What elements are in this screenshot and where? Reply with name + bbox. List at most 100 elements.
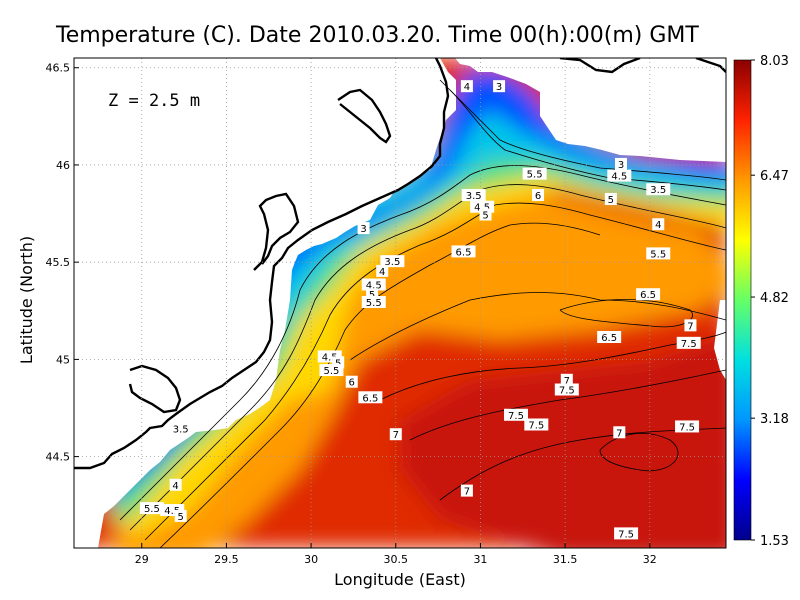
y-tick-label: 44.5 [46,451,71,464]
contour-label: 4.5 [474,203,490,214]
x-axis-label: Longitude (East) [334,570,466,589]
contour-label-bg-11 [652,218,665,231]
contour-label-bg-8 [461,189,486,202]
contour-label: 4 [655,220,661,231]
contour-label-bg-19 [361,296,386,308]
contour-label: 3.5 [466,191,482,202]
contour-label: 6.5 [640,290,656,301]
colorbar: 1.53 3.18 4.82 6.47 8.03 [733,54,789,549]
contour-label-bg-13 [357,222,370,235]
contour-label-bg-32 [524,418,549,431]
contour-label: 5 [369,290,375,301]
contour-label: 3.5 [173,424,189,435]
contour-label-bg-15 [380,255,405,268]
contour-label: 7.5 [508,411,524,422]
x-axis: 29 29.5 30 30.5 31 31.5 32 [135,543,657,566]
colorbar-ticks: 1.53 3.18 4.82 6.47 8.03 [751,54,789,549]
colorbar-tick-label: 8.03 [760,54,789,69]
contour-label: 4 [464,82,470,93]
contour-label: 7.5 [681,339,697,350]
depth-annotation: Z = 2.5 m [108,91,200,111]
contour-label-bg-22 [597,331,622,343]
plot-area: 4 334.53.55.56 53.54.5545.536.53.544.555.5… [73,57,727,549]
contour-label-bg-2 [615,157,628,170]
contour-label: 4.5 [366,281,382,292]
contour-label-bg-36 [168,422,193,435]
x-tick-label: 29 [135,553,149,566]
contour-label-bg-31 [504,408,529,421]
contour-label: 3 [496,82,502,93]
contour-label-bg-34 [613,426,626,439]
contour-label: 5.5 [650,249,666,260]
contour-label: 3.5 [650,185,666,196]
contour-label: 3 [360,224,366,235]
contour-label-bg-17 [361,278,386,291]
contour-label-bg-38 [460,484,473,497]
contour-label-bg-5 [522,167,547,180]
contour-label: 7 [687,321,693,332]
contour-label: 3.5 [384,257,400,268]
contour-label: 4 [379,267,385,278]
contour-label-bg-28 [358,391,383,404]
contour-label: 6.5 [456,247,472,258]
contour-labels: 4 334.53.55.56 53.54.5545.536.53.544.555.5… [139,80,701,540]
contour-label: 6 [349,378,355,389]
contour-label: 5.5 [527,170,543,181]
contour-label: 5.5 [366,298,382,309]
contour-label-bg-7 [604,192,617,205]
contour-label: 7 [464,487,470,498]
contour-label-bg-1 [493,80,506,93]
contour-label: 5 [608,195,614,206]
contour-label: 7.5 [559,386,575,397]
contour-label-bg-10 [479,208,492,221]
contour-label-bg-41 [174,509,187,522]
contour-label: 3 [618,160,624,171]
contour-label-bg-39 [139,502,164,515]
colorbar-gradient [733,59,752,541]
x-tick-label: 29.5 [214,553,239,566]
contour-label: 5 [335,358,341,369]
contour-label: 6 [535,191,541,202]
colorbar-tick-label: 3.18 [760,412,789,427]
contour-label-bg-33 [389,428,402,441]
y-tick-label: 46 [56,159,70,172]
contour-label: 7 [616,428,622,439]
plot-frame [73,57,727,549]
contour-label-bg-4 [646,183,671,196]
contour-label: 5 [178,512,184,523]
colorbar-tick-label: 1.53 [760,534,789,549]
contour-label: 4.5 [164,506,180,517]
contour-label-bg-0 [460,80,473,93]
contour-label-bg-42 [614,527,639,540]
contour-label: 6.5 [601,333,617,344]
y-tick-label: 46.5 [46,62,71,75]
chart-title: Temperature (C). Date 2010.03.20. Time 0… [55,23,699,48]
y-axis: 44.5 45 45.5 46 46.5 [46,62,79,464]
x-tick-label: 31.5 [553,553,578,566]
x-tick-label: 30 [304,553,318,566]
contour-label: 7.5 [528,421,544,432]
y-axis-label: Latitude (North) [17,236,36,364]
contour-label-bg-3 [607,169,632,182]
colorbar-tick-label: 6.47 [760,169,789,184]
contour-label: 7.5 [618,529,634,540]
contour-label-bg-21 [684,319,697,332]
colorbar-tick-label: 4.82 [760,291,789,306]
grid [74,58,726,548]
contour-label-bg-27 [345,375,358,388]
x-tick-label: 32 [643,553,657,566]
x-tick-label: 31 [473,553,487,566]
contour-label: 4 [172,481,178,492]
y-tick-label: 45.5 [46,256,71,269]
contour-label: 5.5 [144,504,160,515]
y-tick-label: 45 [56,353,70,366]
contour-label-bg-26 [319,364,344,377]
contour-label: 7 [564,376,570,387]
contour-label-bg-14 [451,245,476,258]
contour-label: 5 [482,211,488,222]
contour-label-bg-12 [646,247,671,260]
contour-label-bg-35 [675,420,700,433]
contour-label-bg-30 [554,383,579,396]
contour-label: 4.5 [322,352,338,363]
